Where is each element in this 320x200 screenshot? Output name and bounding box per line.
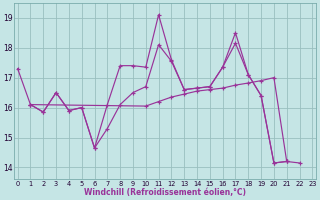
X-axis label: Windchill (Refroidissement éolien,°C): Windchill (Refroidissement éolien,°C) xyxy=(84,188,246,197)
